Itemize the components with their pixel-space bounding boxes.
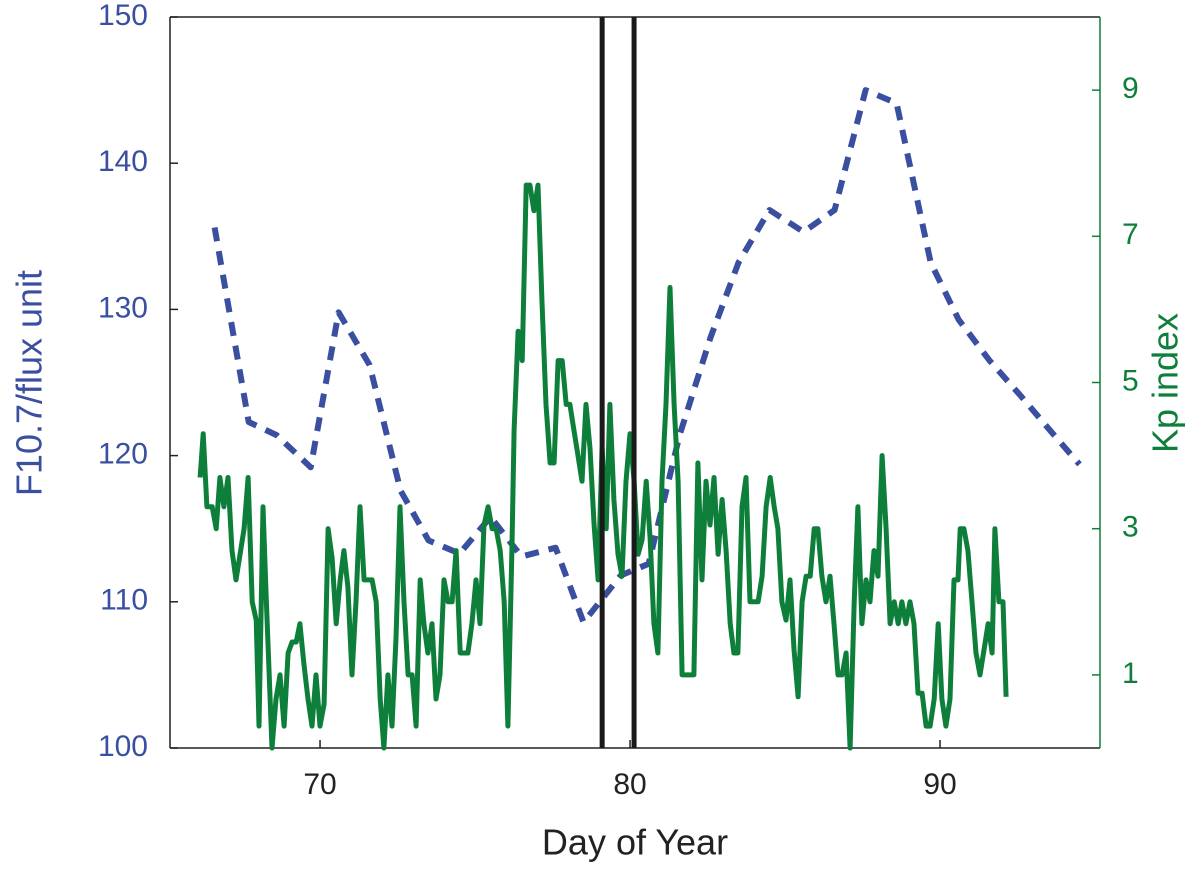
y-tick-label: 100 <box>98 730 148 763</box>
y-tick-label: 150 <box>98 0 148 32</box>
y-tick-label: 110 <box>100 584 148 617</box>
y-tick-label: 130 <box>98 291 148 324</box>
y2-axis-label: Kp index <box>1145 313 1186 453</box>
x-tick-label: 70 <box>303 768 336 801</box>
y-axis-label: F10.7/flux unit <box>9 270 50 496</box>
series-line <box>197 182 1009 751</box>
y2-tick-label: 9 <box>1122 72 1139 105</box>
x-tick-label: 90 <box>923 768 956 801</box>
y2-tick-label: 7 <box>1122 218 1139 251</box>
y2-tick-label: 5 <box>1122 364 1139 397</box>
y-tick-label: 120 <box>98 438 148 471</box>
x-tick-label: 80 <box>613 768 646 801</box>
y2-tick-label: 1 <box>1122 657 1139 690</box>
series-line <box>211 87 1082 626</box>
y-tick-label: 140 <box>98 145 148 178</box>
x-axis-label: Day of Year <box>542 822 728 863</box>
y2-tick-label: 3 <box>1122 511 1139 544</box>
